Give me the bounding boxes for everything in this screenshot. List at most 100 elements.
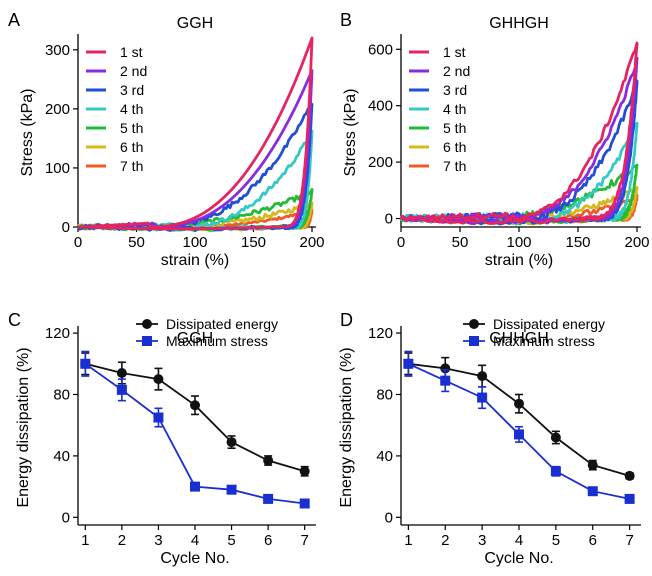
legend-label: 3 rd (443, 82, 467, 98)
legend-marker (469, 319, 479, 329)
y-tick-label: 600 (368, 41, 393, 58)
data-point-square (263, 493, 274, 504)
legend-label: 4 th (120, 101, 143, 117)
y-tick-label: 400 (368, 98, 393, 115)
y-tick-label: 120 (368, 325, 393, 342)
y-tick-label: 0 (62, 509, 70, 526)
data-point-square (514, 429, 524, 440)
data-point-circle (263, 455, 274, 466)
data-point-circle (226, 437, 237, 448)
chart-title: GGH (177, 15, 213, 32)
x-tick-label: 150 (565, 234, 590, 251)
y-axis-label: Stress (kPa) (19, 88, 36, 176)
x-tick-label: 200 (299, 234, 324, 251)
panel-c: C GGH 1 2 3 4 5 6 7 0 40 80 120 Cycle No. Energy dissi… (8, 310, 316, 567)
legend-label: 1 st (120, 44, 143, 60)
panel-letter: B (340, 10, 352, 30)
data-point-square (190, 481, 200, 492)
y-tick-label: 300 (45, 42, 70, 59)
y-axis-label: Energy dissipation (%) (338, 347, 355, 507)
panel-b: B GHHGH 0 50 100 150 200 0 200 400 600 strain (%) St… (340, 10, 650, 269)
x-tick-label: 150 (241, 234, 266, 251)
data-point-square (587, 486, 598, 497)
legend-label: 7 th (120, 158, 143, 174)
y-tick-label: 80 (53, 386, 70, 403)
series-line-2 (77, 69, 314, 231)
legend-label: 5 th (443, 120, 466, 136)
data-point-circle (299, 466, 310, 477)
data-point-square (624, 493, 635, 504)
data-point-square (116, 384, 127, 395)
legend-label: 6 th (120, 139, 143, 155)
x-tick-label: 3 (478, 532, 486, 549)
x-tick-label: 0 (74, 234, 82, 251)
data-point-square (153, 412, 164, 423)
y-tick-label: 200 (45, 101, 70, 118)
x-tick-label: 1 (404, 532, 412, 549)
data-point-square (226, 484, 237, 495)
series-line-1 (77, 36, 314, 231)
x-tick-label: 200 (624, 234, 649, 251)
y-tick-label: 200 (368, 154, 393, 171)
x-tick-label: 4 (515, 532, 523, 549)
data-point-square (440, 375, 451, 386)
legend-marker (142, 336, 152, 346)
data-point-circle (440, 363, 451, 374)
legend-label: 5 th (120, 120, 143, 136)
x-tick-label: 4 (191, 532, 199, 549)
x-axis-label: strain (%) (485, 252, 553, 269)
x-axis-label: Cycle No. (484, 550, 553, 567)
legend-marker (469, 336, 479, 346)
panel-letter: D (340, 310, 353, 330)
panel-letter: A (8, 10, 20, 30)
data-point-circle (153, 374, 164, 385)
data-point-square (80, 358, 91, 369)
data-point-circle (190, 400, 200, 411)
data-point-square (403, 358, 414, 369)
x-tick-label: 5 (552, 532, 560, 549)
x-tick-label: 50 (452, 234, 469, 251)
legend-label: 2 nd (443, 63, 470, 79)
x-tick-label: 100 (506, 234, 531, 251)
y-tick-label: 0 (385, 211, 393, 228)
x-axis-label: strain (%) (161, 252, 229, 269)
legend-label: 1 st (443, 44, 466, 60)
y-axis-label: Stress (kPa) (342, 88, 359, 176)
y-tick-label: 40 (53, 448, 70, 465)
y-tick-label: 120 (45, 325, 70, 342)
panel-a: A GGH 0 50 100 150 200 0 100 200 300 strain (%) Stre… (8, 10, 325, 269)
data-point-square (550, 466, 561, 477)
y-tick-label: 80 (376, 386, 393, 403)
panel-letter: C (8, 310, 21, 330)
y-tick-label: 0 (385, 509, 393, 526)
chart-title: GHHGH (489, 15, 549, 32)
y-tick-label: 0 (62, 219, 70, 236)
x-tick-label: 6 (589, 532, 597, 549)
legend-label: 6 th (443, 139, 466, 155)
legend-label: 2 nd (120, 63, 147, 79)
data-point-circle (587, 460, 598, 471)
x-tick-label: 7 (625, 532, 633, 549)
x-tick-label: 7 (301, 532, 309, 549)
data-point-circle (477, 371, 488, 382)
x-tick-label: 0 (397, 234, 405, 251)
x-axis-label: Cycle No. (160, 550, 229, 567)
y-tick-label: 100 (45, 160, 70, 177)
legend-label: 7 th (443, 158, 466, 174)
panel-d: D GHHGH 1 2 3 4 5 6 7 0 40 80 120 Cycle No. Energy dis… (338, 310, 641, 567)
legend-label: Maximum stress (493, 333, 595, 349)
x-tick-label: 50 (128, 234, 145, 251)
legend-label: Dissipated energy (493, 316, 605, 332)
data-point-circle (624, 470, 635, 481)
x-tick-label: 5 (227, 532, 235, 549)
legend-marker (142, 319, 152, 329)
data-point-circle (116, 367, 127, 378)
x-tick-label: 3 (154, 532, 162, 549)
x-tick-label: 1 (81, 532, 89, 549)
data-point-circle (514, 398, 524, 409)
series-line-4 (77, 129, 314, 232)
x-tick-label: 6 (264, 532, 272, 549)
x-tick-label: 100 (182, 234, 207, 251)
data-point-square (477, 392, 488, 403)
